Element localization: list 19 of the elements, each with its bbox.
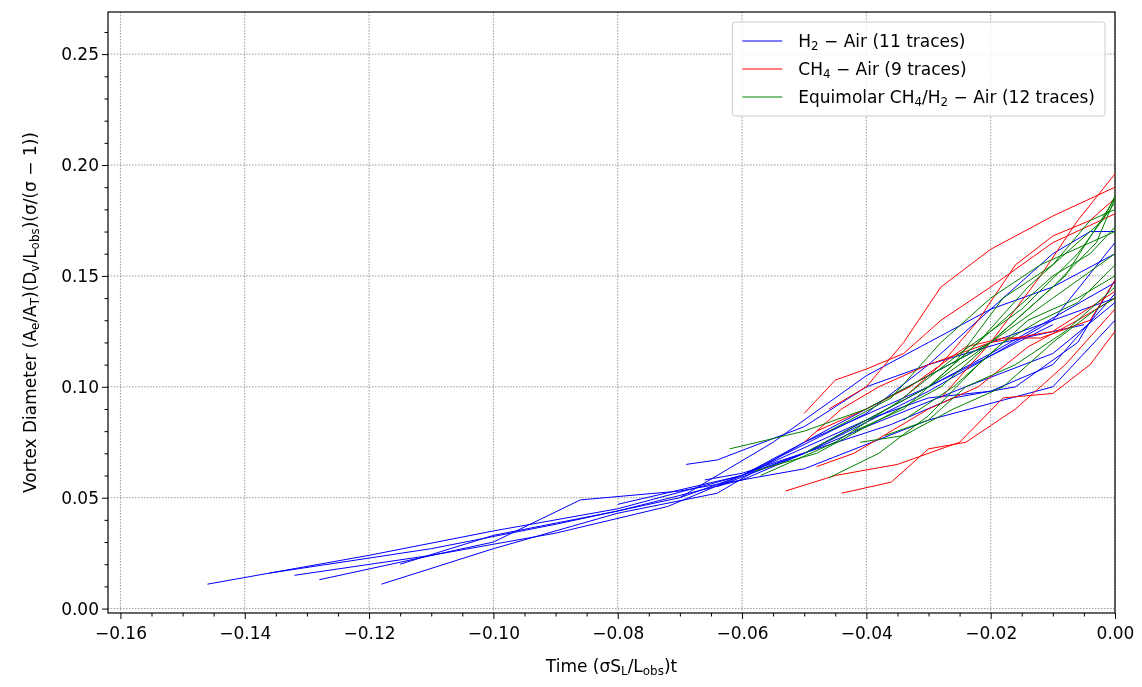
y-tick-label: 0.05 bbox=[61, 487, 99, 508]
y-tick-label: 0.00 bbox=[61, 598, 99, 619]
x-tick-label: −0.06 bbox=[716, 623, 769, 643]
x-tick-label: −0.16 bbox=[94, 623, 147, 643]
x-tick-label: −0.10 bbox=[467, 623, 520, 643]
y-tick-label: 0.25 bbox=[61, 44, 99, 65]
x-tick-label: −0.08 bbox=[592, 623, 645, 643]
legend-label: Equimolar CH$_{4}$/H$_{2}$ − Air (12 traces) bbox=[798, 87, 1095, 109]
y-tick-label: 0.10 bbox=[61, 376, 99, 397]
x-axis-title: Time (σS$_{L}$/L$_{obs}$)t bbox=[544, 656, 678, 678]
y-tick-label: 0.20 bbox=[61, 154, 99, 175]
legend-label: H$_{2}$ − Air (11 traces) bbox=[798, 31, 966, 53]
x-tick-label: −0.02 bbox=[965, 623, 1018, 643]
x-tick-label: −0.04 bbox=[840, 623, 893, 643]
y-tick-label: 0.15 bbox=[61, 265, 99, 286]
x-tick-label: −0.14 bbox=[219, 623, 272, 643]
x-tick-label: 0.00 bbox=[1096, 623, 1135, 643]
legend-label: CH$_{4}$ − Air (9 traces) bbox=[798, 59, 967, 81]
x-tick-label: −0.12 bbox=[343, 623, 396, 643]
